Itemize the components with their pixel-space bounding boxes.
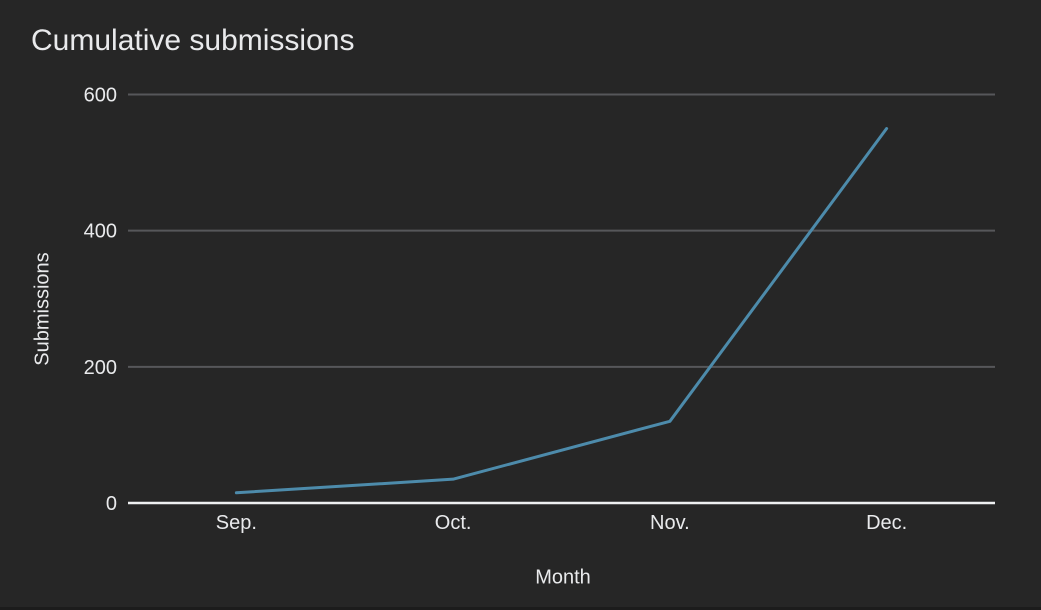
y-tick-label: 400 xyxy=(84,221,117,243)
x-tick-label: Dec. xyxy=(866,512,907,534)
chart-title: Cumulative submissions xyxy=(31,24,355,57)
y-tick-label: 200 xyxy=(84,357,117,379)
window-bottom-edge xyxy=(0,607,1041,610)
y-tick-label: 0 xyxy=(106,493,117,515)
x-axis-title: Month xyxy=(535,566,591,589)
series-line xyxy=(234,127,889,495)
y-tick-label: 600 xyxy=(84,85,117,107)
x-tick-label: Sep. xyxy=(216,512,257,534)
x-tick-label: Nov. xyxy=(650,512,690,534)
x-tick-label: Oct. xyxy=(435,512,472,534)
